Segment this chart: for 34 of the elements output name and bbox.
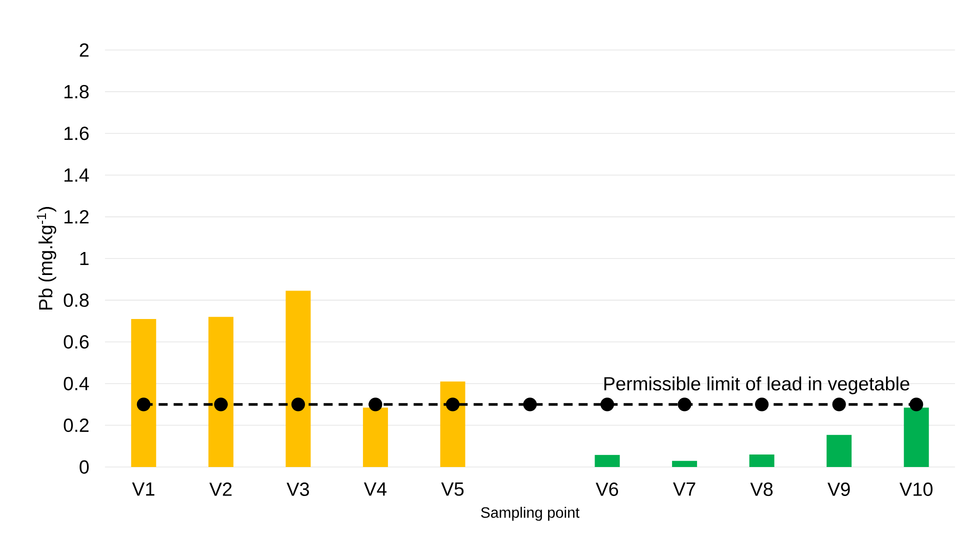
y-tick-label: 0.2 xyxy=(64,418,89,432)
bar xyxy=(749,454,774,467)
y-tick-label: 0.6 xyxy=(64,335,89,349)
bar xyxy=(904,408,929,467)
y-tick-label: 1.2 xyxy=(64,210,89,224)
y-axis-title: Pb (mg.kg$^{-1}$) xyxy=(36,207,56,310)
y-tick-label: 1.8 xyxy=(64,84,89,98)
bar xyxy=(672,460,698,467)
series-label: Permissible limit of lead in vegetable xyxy=(604,376,910,394)
bar xyxy=(208,316,234,467)
y-tick-label: 1.6 xyxy=(64,126,89,140)
x-tick-label: V8 xyxy=(750,482,773,496)
x-tick-label: V5 xyxy=(441,482,464,496)
x-tick-label: V4 xyxy=(364,482,387,496)
x-tick-label: V6 xyxy=(596,482,618,496)
y-tick-label: 0.8 xyxy=(64,293,89,307)
y-tick-label: 1.4 xyxy=(64,168,89,182)
bar xyxy=(131,318,156,467)
bar xyxy=(362,408,388,467)
bar xyxy=(826,434,852,467)
x-tick-label: V2 xyxy=(209,482,232,496)
y-tick-label: 2 xyxy=(80,43,89,57)
bar xyxy=(286,290,311,467)
x-tick-label: V1 xyxy=(132,482,154,496)
x-tick-label: V3 xyxy=(286,482,309,496)
bar xyxy=(440,382,466,467)
y-tick-label: 1 xyxy=(80,252,89,266)
x-axis-title: Sampling point xyxy=(481,506,580,521)
x-tick-label: V10 xyxy=(900,482,933,496)
bar xyxy=(594,454,620,467)
y-tick-label: 0.4 xyxy=(64,376,89,390)
y-tick-label: 0 xyxy=(80,460,89,474)
x-tick-label: V7 xyxy=(673,482,696,496)
x-tick-label: V9 xyxy=(828,482,850,496)
